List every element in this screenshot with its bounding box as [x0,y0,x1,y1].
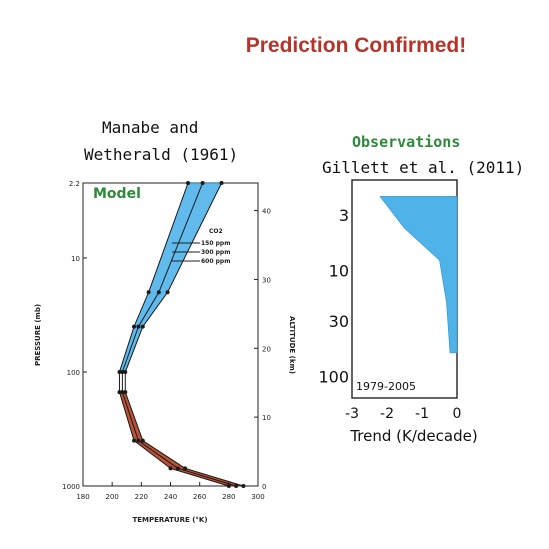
model-point-1-4 [120,369,125,374]
model-series-line-2 [124,182,244,487]
left-heading-line2: Wetherald (1961) [84,145,239,164]
model-ytick-label-0: 2.2 [69,180,80,188]
model-point-1-3 [120,390,125,395]
model-xtick-label-0: 180 [76,493,89,501]
model-xtick-label-6: 300 [251,493,264,501]
model-y2tick-label-0: 0 [262,483,266,491]
legend-label-2: 600 ppm [201,258,230,265]
model-y2tick-label-4: 40 [262,208,271,216]
obs-ytick-label-0: 3 [339,206,349,225]
obs-ytick-label-1: 10 [329,261,349,280]
model-point-0-6 [146,290,151,295]
model-xtick-label-4: 260 [193,493,206,501]
model-point-1-1 [175,466,180,471]
left-heading-line1: Manabe and [102,118,199,137]
model-y2tick-label-2: 20 [262,345,271,353]
model-xtick-label-3: 240 [164,493,177,501]
obs-xlabel: Trend (K/decade) [349,427,477,445]
model-point-2-2 [140,438,145,443]
model-series-line-1 [121,182,237,487]
model-ylabel: PRESSURE (mb) [34,304,42,366]
model-point-0-7 [186,181,190,185]
model-ytick-label-2: 100 [67,369,80,377]
model-point-2-1 [183,466,188,471]
model-point-1-0 [234,484,239,488]
obs-ytick-label-3: 100 [318,367,349,386]
model-point-2-3 [123,390,128,395]
obs-ytick-label-2: 30 [329,312,349,331]
model-y2tick-label-3: 30 [262,276,271,284]
obs-trend-band [379,196,458,354]
model-y2label: ALTITUDE (km) [288,316,296,374]
model-xtick-label-2: 220 [135,493,148,501]
obs-xtick-label-3: 0 [453,406,462,422]
model-point-2-0 [241,484,246,488]
legend-label-0: 150 ppm [201,240,230,247]
model-series-line-0 [118,182,229,487]
stratosphere-band [119,182,223,373]
model-point-1-5 [136,324,141,329]
model-xtick-label-1: 200 [105,493,118,501]
model-ytick-label-3: 1000 [62,483,80,491]
model-point-0-2 [132,438,137,443]
right-heading-line1: Observations [352,133,461,151]
obs-xtick-label-1: -2 [380,406,394,422]
model-plot-frame [82,182,259,487]
model-y2tick-label-1: 10 [262,414,271,422]
model-point-1-6 [156,290,161,295]
model-point-2-6 [165,290,170,295]
model-point-2-4 [123,369,128,374]
legend-label-1: 300 ppm [201,249,230,256]
model-point-0-4 [117,369,122,374]
slide-title: Prediction Confirmed! [245,34,467,57]
model-point-0-5 [132,324,137,329]
model-panel-label: Model [93,186,141,202]
model-point-2-5 [140,324,145,329]
legend-title: CO2 [209,228,223,235]
model-point-2-7 [219,181,224,185]
model-point-1-7 [200,181,205,185]
model-point-1-2 [136,438,141,443]
model-ytick-label-1: 10 [71,255,80,263]
right-heading-line2: Gillett et al. (2011) [322,158,525,177]
model-xlabel: TEMPERATURE (°K) [132,516,207,524]
obs-xtick-label-2: -1 [415,406,429,422]
obs-period-label: 1979-2005 [356,380,416,393]
obs-xtick-label-0: -3 [345,406,359,422]
model-xtick-label-5: 280 [222,493,235,501]
model-point-0-1 [168,466,173,471]
model-point-0-3 [117,390,122,395]
